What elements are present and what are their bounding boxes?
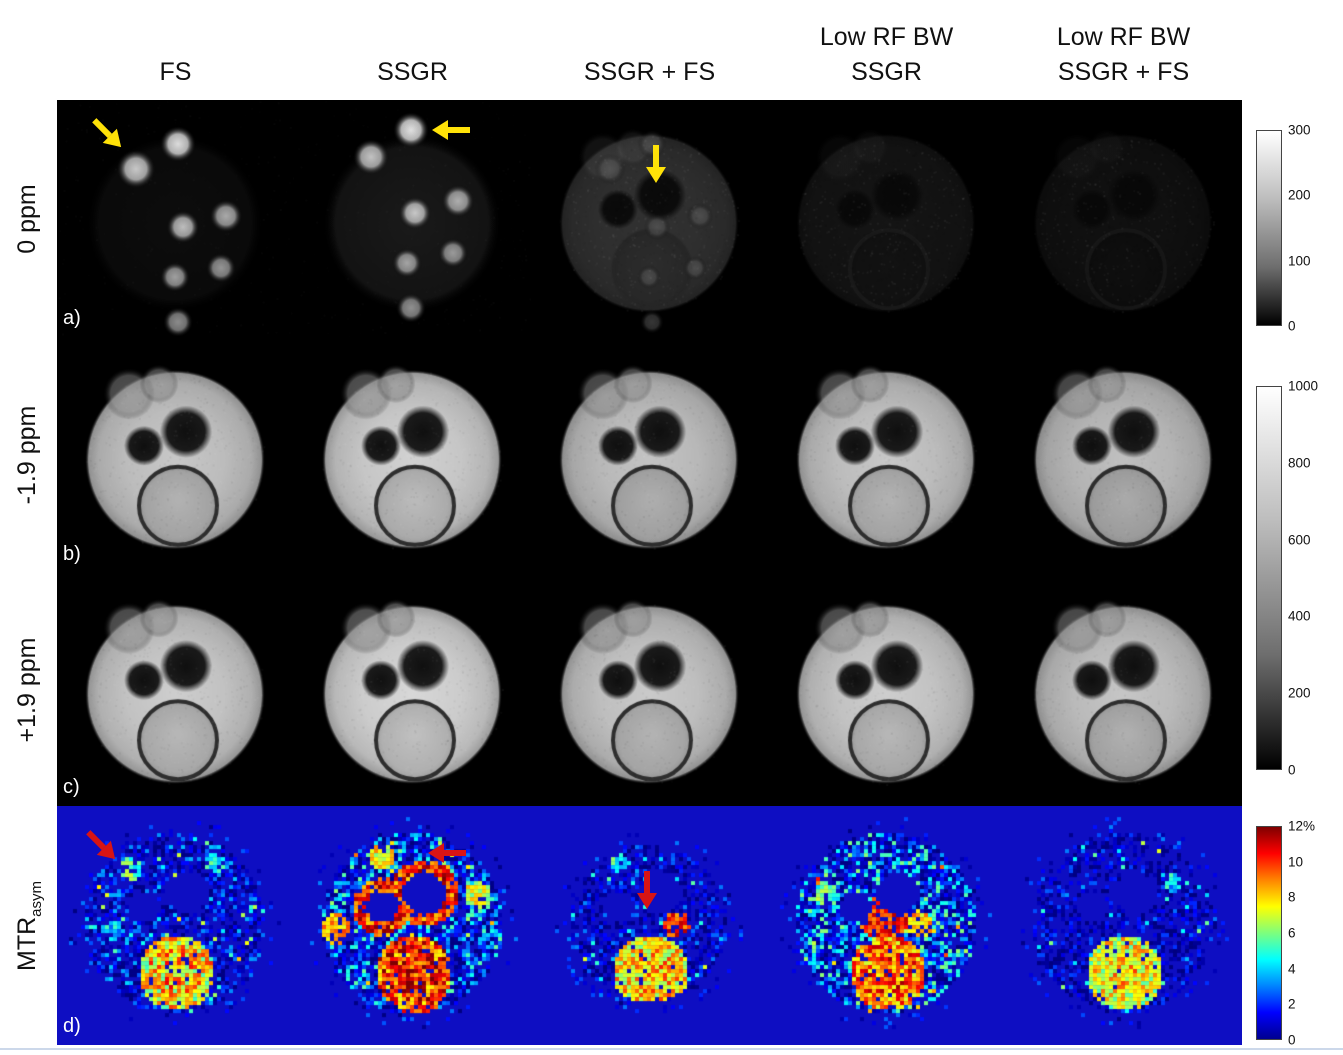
phantom-cell: b) xyxy=(57,337,294,573)
phantom-image xyxy=(768,100,1005,337)
phantom-image xyxy=(1005,100,1242,337)
phantom-cell: c) xyxy=(57,573,294,806)
column-header-line1: Low RF BW xyxy=(1056,23,1191,51)
colorbar-tick: 4 xyxy=(1288,961,1296,977)
mtr-map-image xyxy=(768,806,1005,1045)
phantom-image xyxy=(768,337,1005,573)
panel-letter: a) xyxy=(63,307,81,329)
phantom-cell xyxy=(531,337,768,573)
phantom-image xyxy=(57,337,294,573)
image-grid: a) b) c) d) xyxy=(57,100,1242,1045)
row-label-plus19ppm: +1.9 ppm xyxy=(12,637,41,742)
colorbar-tick: 6 xyxy=(1288,925,1296,941)
phantom-cell xyxy=(768,337,1005,573)
row-label-0ppm: 0 ppm xyxy=(12,183,41,254)
phantom-image xyxy=(294,573,531,806)
colorbar-0-1000: 1000 800 600 400 200 0 xyxy=(1256,379,1318,778)
colorbar-tick: 800 xyxy=(1288,455,1311,471)
colorbar-tick: 0 xyxy=(1288,1032,1296,1048)
figure-row-b: b) xyxy=(57,337,1242,573)
figure-row-d: d) xyxy=(57,806,1242,1045)
row-label-minus19ppm: -1.9 ppm xyxy=(12,405,41,505)
colorbar-gradient-gray xyxy=(1256,386,1282,770)
figure-row-a: a) xyxy=(57,100,1242,337)
colorbar-tick: 300 xyxy=(1288,122,1311,138)
phantom-cell xyxy=(1005,573,1242,806)
column-header-ssgr: SSGR xyxy=(294,0,531,100)
column-header-fs: FS xyxy=(57,0,294,100)
mtr-map-image xyxy=(294,806,531,1045)
colorbar-tick: 8 xyxy=(1288,889,1296,905)
mtr-map-cell xyxy=(768,806,1005,1045)
mtr-map-cell: d) xyxy=(57,806,294,1045)
column-headers: FS SSGR SSGR + FS Low RF BW SSGR Low RF … xyxy=(57,0,1242,100)
phantom-image xyxy=(768,573,1005,806)
mtr-map-cell xyxy=(1005,806,1242,1045)
phantom-image xyxy=(1005,573,1242,806)
colorbar-tick: 0 xyxy=(1288,762,1296,778)
mtr-map-cell xyxy=(294,806,531,1045)
phantom-image xyxy=(294,100,531,337)
column-header-line2: SSGR + FS xyxy=(1057,58,1190,86)
colorbar-tick: 200 xyxy=(1288,685,1311,701)
row-label-mtrasym: MTRasym xyxy=(12,880,45,971)
mtr-map-image xyxy=(1005,806,1242,1045)
phantom-image xyxy=(57,573,294,806)
colorbar-tick: 200 xyxy=(1288,187,1311,203)
colorbar-gradient-gray xyxy=(1256,130,1282,326)
column-header-lowrfbw-ssgr: Low RF BW SSGR xyxy=(768,0,1005,100)
mtr-map-image xyxy=(57,806,294,1045)
phantom-cell xyxy=(768,100,1005,337)
colorbar-tick: 400 xyxy=(1288,608,1311,624)
column-header-lowrfbw-ssgr-fs: Low RF BW SSGR + FS xyxy=(1005,0,1242,100)
column-header-line1: Low RF BW xyxy=(819,23,954,51)
colorbar-tick: 12% xyxy=(1288,818,1316,834)
column-header-line2: SSGR + FS xyxy=(583,58,716,86)
phantom-image xyxy=(57,100,294,337)
mtr-map-image xyxy=(531,806,768,1045)
phantom-cell xyxy=(294,573,531,806)
phantom-cell xyxy=(1005,337,1242,573)
phantom-image xyxy=(294,337,531,573)
panel-letter: b) xyxy=(63,543,81,565)
phantom-cell xyxy=(294,100,531,337)
colorbars: 300 200 100 0 1000 800 600 400 200 0 12%… xyxy=(1242,0,1343,1055)
phantom-image xyxy=(531,100,768,337)
phantom-image xyxy=(531,573,768,806)
phantom-cell: a) xyxy=(57,100,294,337)
phantom-cell xyxy=(531,100,768,337)
bottom-divider xyxy=(0,1048,1343,1050)
phantom-cell xyxy=(1005,100,1242,337)
colorbar-tick: 2 xyxy=(1288,996,1296,1012)
panel-letter: c) xyxy=(63,776,80,798)
mtr-map-cell xyxy=(531,806,768,1045)
panel-letter: d) xyxy=(63,1015,81,1037)
colorbar-tick: 10 xyxy=(1288,854,1304,870)
column-header-line2: FS xyxy=(159,58,192,86)
colorbar-tick: 0 xyxy=(1288,318,1296,334)
colorbar-jet-0-12pct: 12% 10 8 6 4 2 0 xyxy=(1256,819,1315,1048)
colorbar-tick: 100 xyxy=(1288,253,1311,269)
figure-row-c: c) xyxy=(57,573,1242,806)
phantom-image xyxy=(531,337,768,573)
phantom-cell xyxy=(294,337,531,573)
colorbar-tick: 1000 xyxy=(1288,378,1319,394)
colorbar-gradient-jet xyxy=(1256,826,1282,1040)
column-header-line2: SSGR xyxy=(377,58,448,86)
colorbar-tick: 600 xyxy=(1288,532,1311,548)
column-header-ssgr-fs: SSGR + FS xyxy=(531,0,768,100)
phantom-cell xyxy=(768,573,1005,806)
column-header-line2: SSGR xyxy=(851,58,922,86)
phantom-image xyxy=(1005,337,1242,573)
phantom-cell xyxy=(531,573,768,806)
colorbar-0-300: 300 200 100 0 xyxy=(1256,123,1311,334)
